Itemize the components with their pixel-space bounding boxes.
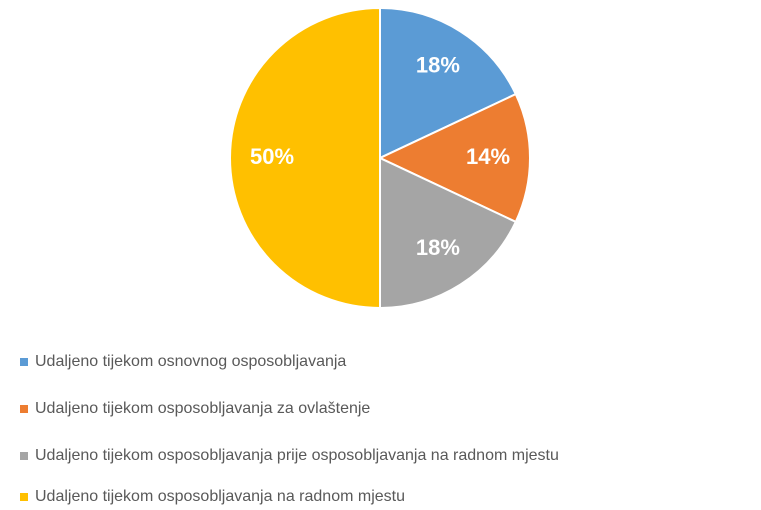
legend-label: Udaljeno tijekom osposobljavanja na radn… (35, 488, 405, 505)
legend-marker (20, 405, 28, 413)
value-label: 14% (466, 144, 510, 169)
pie-slice (379, 156, 518, 310)
value-label: 18% (416, 235, 460, 260)
legend-marker (20, 493, 28, 501)
legend-marker (20, 452, 28, 460)
value-label: 50% (250, 144, 294, 169)
pie-slice (377, 92, 531, 224)
pie-slice (229, 6, 381, 310)
pie-slice (379, 6, 518, 160)
value-label: 18% (416, 53, 460, 78)
legend-label: Udaljeno tijekom osposobljavanja za ovla… (35, 400, 370, 417)
legend-label: Udaljeno tijekom osposobljavanja prije o… (35, 447, 559, 464)
legend-label: Udaljeno tijekom osnovnog osposobljavanj… (35, 353, 346, 370)
legend-marker (20, 358, 28, 366)
